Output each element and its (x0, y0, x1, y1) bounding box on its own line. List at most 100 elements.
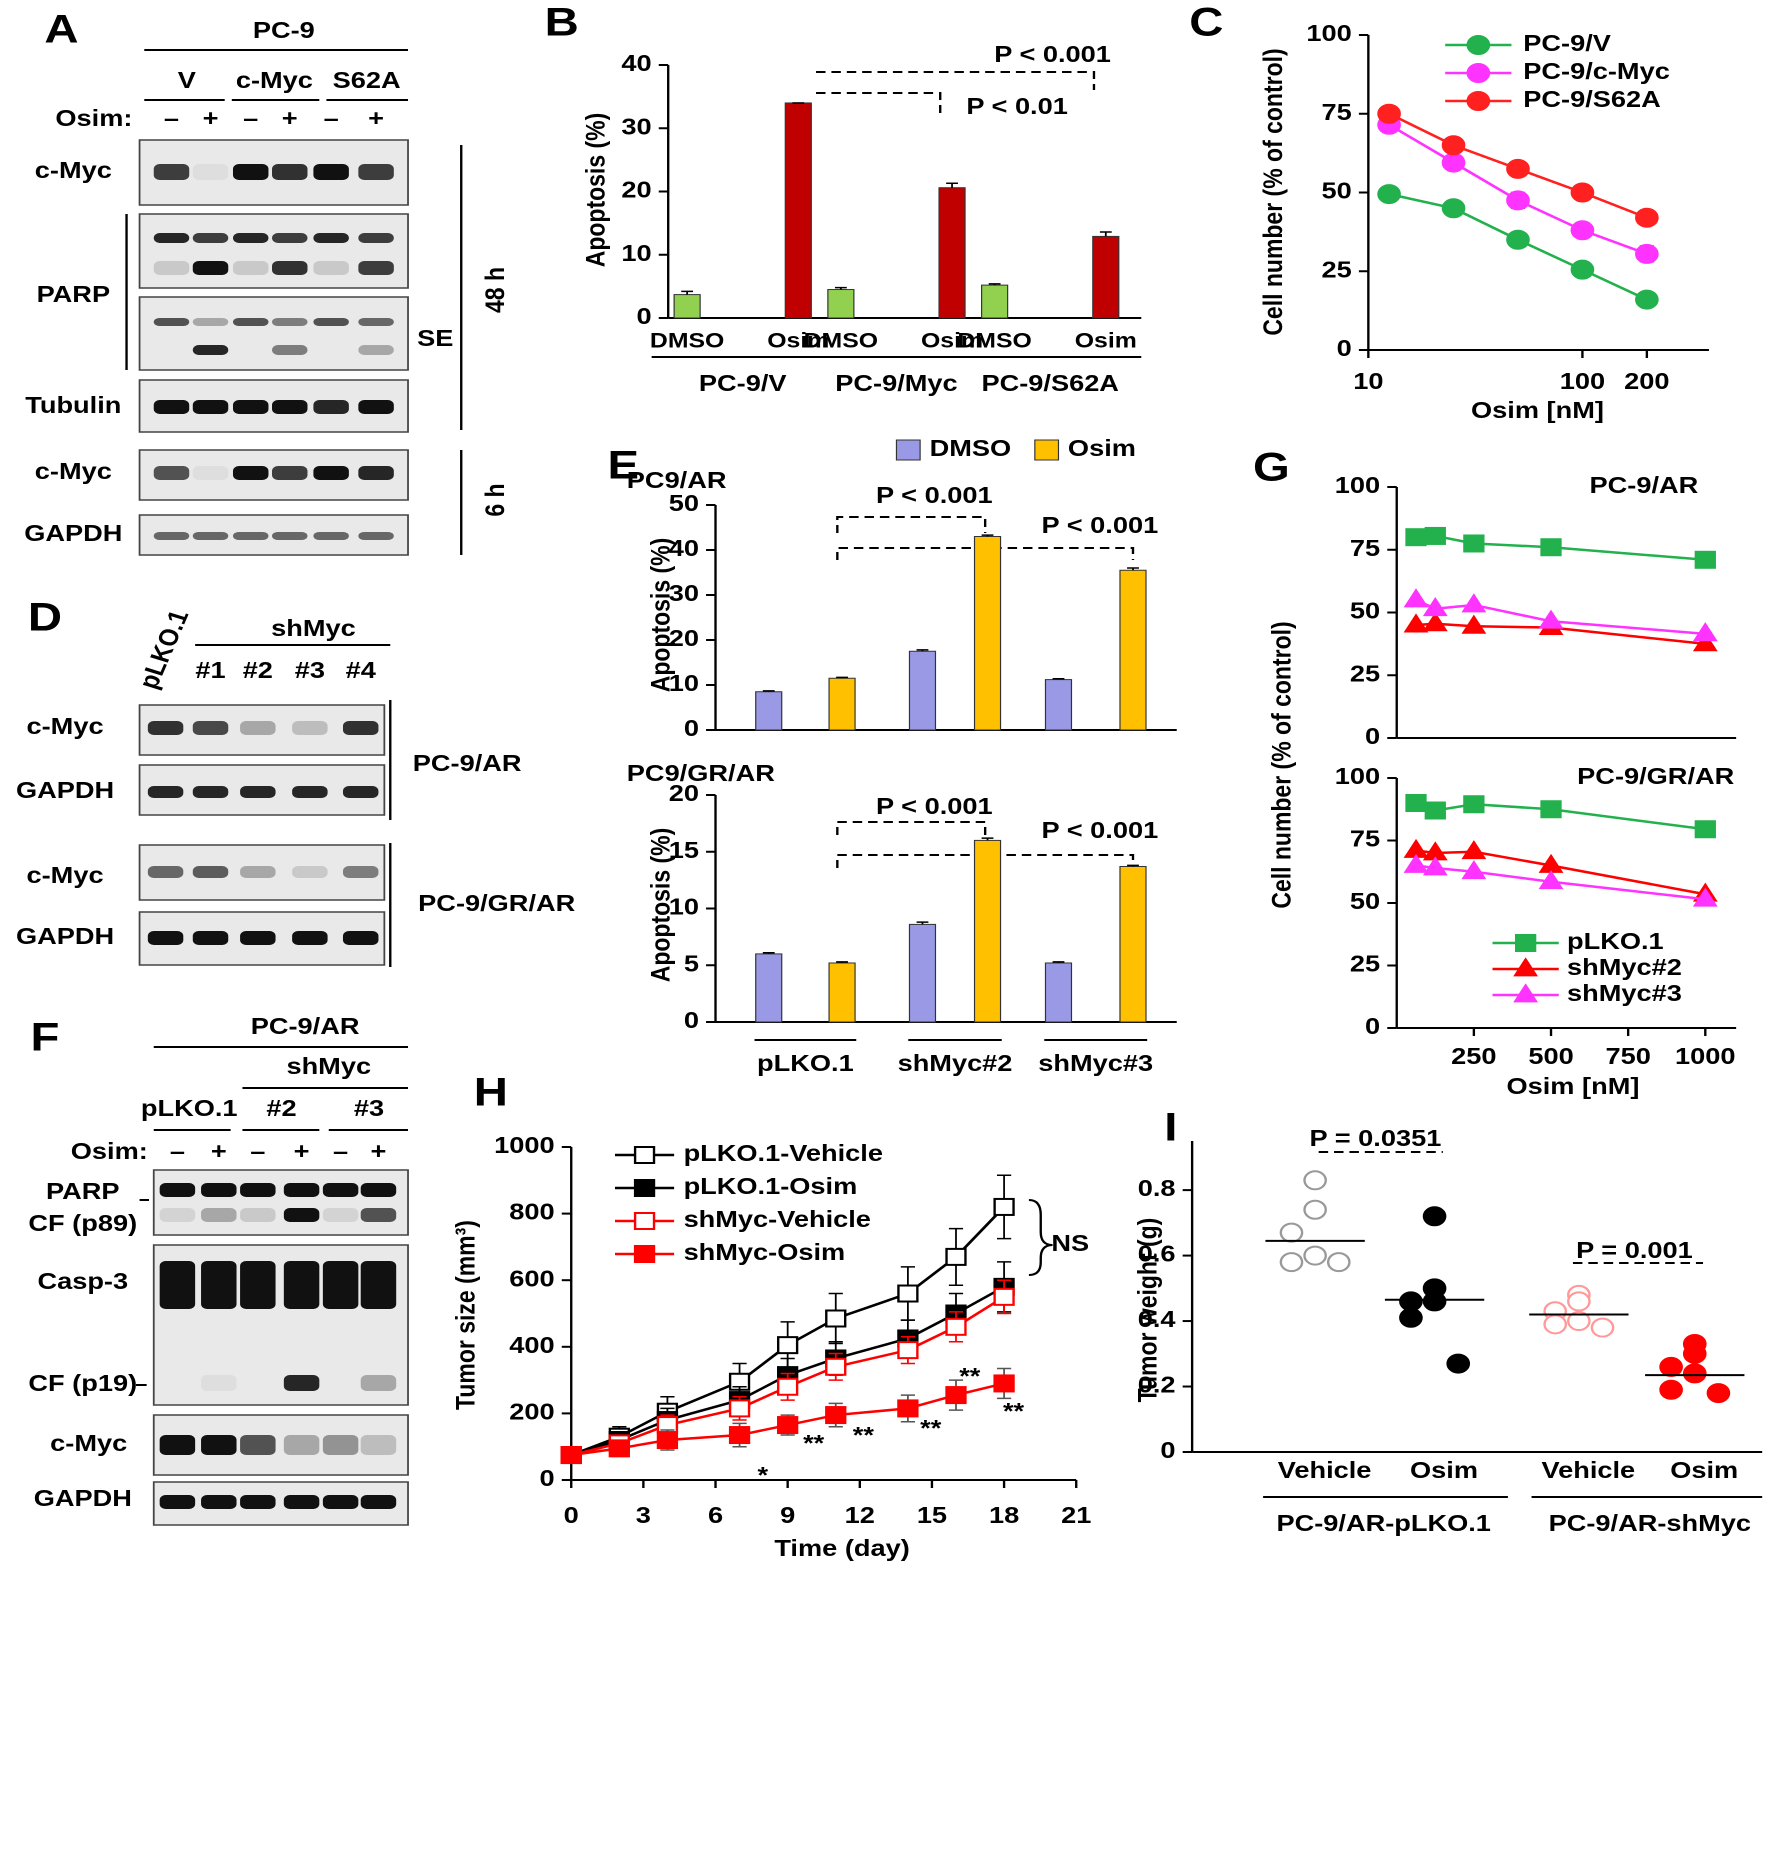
marker (1466, 91, 1491, 111)
blot-band (283, 1208, 320, 1222)
treatment: – (324, 106, 339, 132)
group-label: PC-9/AR-shMyc (1549, 1511, 1751, 1537)
y-tick-label: 75 (1322, 100, 1352, 126)
panel-letter: F (30, 1015, 59, 1060)
blot-band (272, 261, 308, 275)
row-label: CF (p89) (28, 1211, 137, 1237)
panel-subtitle: PC9/AR (627, 468, 727, 494)
y-tick-label: 0 (684, 716, 699, 742)
blot-band (358, 164, 394, 180)
y-tick-label: 400 (509, 1333, 554, 1359)
bar (673, 294, 701, 319)
blot-band (159, 1208, 196, 1222)
y-tick-label: 50 (1322, 178, 1352, 204)
blot-band (153, 233, 190, 243)
marker (1461, 614, 1487, 634)
bar (1044, 679, 1073, 731)
error-bar (1099, 231, 1112, 237)
annotation: P < 0.001 (994, 42, 1111, 68)
category-label: Osim (1670, 1458, 1738, 1484)
blot-band (201, 1435, 237, 1455)
bar (973, 839, 1002, 1023)
y-tick-label: 100 (1306, 21, 1351, 47)
marker (945, 1317, 967, 1336)
blot-band (283, 1261, 320, 1309)
point (1303, 1170, 1327, 1191)
bar-label: DMSO (957, 328, 1031, 352)
treatment: – (243, 106, 258, 132)
error-bar (836, 676, 848, 679)
category-label: pLKO.1 (757, 1051, 854, 1077)
blot-band (153, 164, 190, 180)
bar (828, 677, 856, 731)
y-tick-label: 50 (1350, 598, 1380, 624)
blot-band (292, 931, 328, 945)
marker (1424, 526, 1446, 545)
marker (1377, 184, 1401, 205)
x-tick-label: 750 (1605, 1044, 1650, 1070)
blot-band (240, 931, 276, 945)
treatment: + (294, 1139, 310, 1165)
y-tick-label: 75 (1350, 826, 1380, 852)
blot-band (342, 931, 379, 945)
point (1706, 1383, 1731, 1404)
lane-label: #2 (243, 658, 273, 684)
blot-band (358, 532, 394, 540)
blot-band (192, 318, 229, 326)
blot-band (313, 233, 349, 243)
blot-band (240, 1435, 276, 1455)
point (1446, 1353, 1471, 1374)
blot-band (360, 1375, 397, 1391)
panel-letter: E (607, 443, 639, 488)
error-bar (762, 690, 775, 692)
blot-band (360, 1495, 397, 1509)
blot-band (240, 786, 276, 798)
legend-label: shMyc#3 (1567, 981, 1682, 1007)
blot-band (358, 345, 394, 355)
blot-band (283, 1183, 320, 1197)
blot-band (153, 400, 190, 414)
legend-label: shMyc-Osim (684, 1240, 846, 1266)
x-tick-label: 0 (564, 1503, 579, 1529)
y-tick-label: 100 (1335, 764, 1380, 790)
lane-group: #2 (266, 1096, 296, 1122)
category-label: PC-9/Myc (835, 371, 957, 397)
y-tick-label: 200 (509, 1399, 554, 1425)
point (1567, 1291, 1591, 1312)
blot-band (272, 345, 308, 355)
side-label: SE (417, 326, 453, 352)
treatment: – (333, 1139, 348, 1165)
panel-letter: B (545, 0, 579, 45)
blot-band (201, 1261, 237, 1309)
bar (827, 289, 855, 319)
marker (1466, 63, 1491, 83)
blot-band (313, 164, 349, 180)
marker (1692, 622, 1718, 642)
blot-band (201, 1495, 237, 1509)
blot-band (153, 532, 190, 540)
blot-title: PC-9/AR (251, 1014, 360, 1040)
y-tick-label: 50 (1350, 889, 1380, 915)
panel-letter: C (1189, 0, 1223, 45)
y-tick-label: 0 (637, 304, 652, 330)
treatment: – (164, 106, 179, 132)
blot-band (240, 1208, 276, 1222)
blot-band (292, 786, 328, 798)
y-tick-label: 100 (1335, 473, 1380, 499)
marker (1377, 103, 1401, 124)
blot-band (201, 1208, 237, 1222)
lane-label: #1 (195, 658, 225, 684)
marker (1538, 609, 1564, 629)
side-label: PC-9/AR (413, 751, 522, 777)
y-tick-label: 1000 (494, 1133, 554, 1159)
y-axis-label: Apoptosis (%) (646, 538, 676, 693)
bar-label: DMSO (650, 328, 724, 352)
annotation: P < 0.01 (966, 94, 1068, 120)
blot-band (272, 164, 308, 180)
marker (1513, 957, 1539, 977)
blot-band (358, 233, 394, 243)
panel-letter: D (28, 595, 62, 640)
group-label: PC-9/AR-pLKO.1 (1276, 1511, 1490, 1537)
category-label: Osim (1410, 1458, 1478, 1484)
marker (1422, 597, 1448, 617)
